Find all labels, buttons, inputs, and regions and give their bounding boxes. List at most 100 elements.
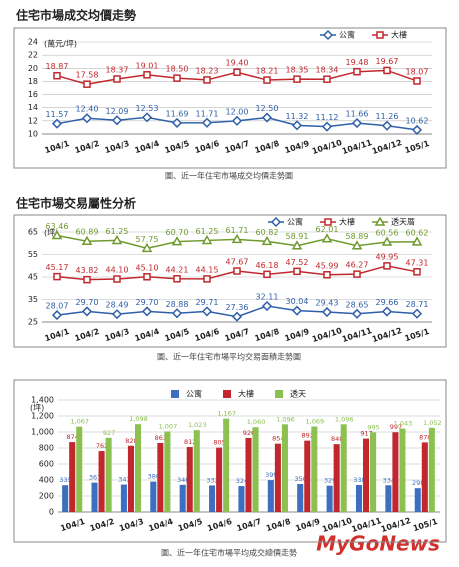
marker (111, 309, 123, 320)
marker (233, 267, 241, 275)
data-label: 997 (390, 423, 402, 431)
data-label: 12.50 (256, 104, 279, 113)
legend-swatch (171, 390, 179, 398)
x-tick-label: 104/10 (311, 326, 343, 344)
bar (150, 481, 157, 512)
data-label: 46.27 (346, 261, 369, 270)
x-tick-label: 105/1 (404, 139, 431, 155)
data-label: 828 (125, 437, 137, 445)
x-tick-label: 104/8 (265, 517, 292, 533)
marker (231, 115, 243, 126)
bar (385, 485, 392, 512)
x-tick-label: 104/1 (44, 327, 71, 343)
data-label: 329 (324, 477, 336, 485)
bar (304, 440, 311, 512)
data-label: 11.66 (346, 110, 369, 119)
bar (186, 447, 193, 512)
y-unit: (坪) (30, 404, 44, 413)
legend-marker (324, 218, 332, 226)
data-label: 47.67 (226, 257, 249, 266)
marker (173, 74, 181, 82)
data-label: 863 (155, 434, 167, 442)
y-tick-label: 16 (28, 90, 38, 99)
marker (413, 77, 421, 85)
legend-marker (376, 31, 384, 39)
data-label: 892 (302, 432, 314, 440)
data-label: 1,043 (394, 420, 413, 428)
marker (381, 306, 393, 317)
marker (261, 300, 273, 312)
legend-marker (270, 216, 282, 228)
x-tick-label: 104/8 (254, 327, 281, 343)
data-label: 45.10 (136, 263, 159, 272)
data-label: 62.01 (316, 225, 339, 234)
marker (323, 75, 331, 83)
bar (267, 480, 274, 512)
bar (333, 444, 340, 512)
x-tick-label: 104/3 (118, 517, 145, 533)
data-label: 1,060 (247, 418, 266, 426)
bar (238, 486, 245, 512)
y-tick-label: 45 (28, 273, 38, 282)
bar (414, 488, 421, 512)
data-label: 60.56 (376, 228, 399, 237)
data-label: 1,167 (217, 410, 236, 418)
data-label: 29.71 (196, 298, 219, 307)
bar (120, 484, 127, 512)
marker (83, 275, 91, 284)
y-tick-label: 1,000 (31, 428, 54, 437)
data-label: 1,052 (423, 419, 442, 427)
legend-label: 公寓 (287, 217, 303, 227)
data-label: 18.87 (46, 62, 69, 71)
marker (263, 76, 271, 84)
data-label: 57.75 (136, 235, 159, 244)
marker (141, 306, 153, 317)
marker (173, 275, 181, 283)
data-label: 60.89 (76, 228, 99, 237)
data-label: 28.49 (106, 301, 129, 310)
data-label: 18.37 (106, 65, 129, 74)
data-label: 11.12 (316, 113, 339, 122)
legend-swatch (223, 390, 231, 398)
data-label: 17.58 (76, 71, 99, 80)
data-label: 917 (360, 430, 372, 438)
data-label: 60.82 (256, 228, 279, 237)
x-tick-label: 104/9 (284, 327, 311, 343)
marker (111, 115, 123, 126)
x-tick-label: 104/1 (44, 139, 71, 155)
marker (293, 75, 301, 83)
data-label: 1,096 (335, 415, 354, 423)
y-tick-label: 25 (28, 318, 38, 327)
legend-label: 公寓 (339, 30, 355, 40)
bar (98, 451, 105, 512)
marker (143, 71, 151, 79)
marker (353, 67, 361, 76)
data-label: 29.66 (376, 298, 399, 307)
marker (381, 236, 393, 246)
y-unit: (萬元/坪) (44, 39, 77, 49)
data-label: 335 (59, 476, 71, 484)
bar (157, 442, 164, 512)
data-label: 854 (272, 435, 284, 443)
marker (53, 272, 61, 281)
marker (171, 117, 183, 128)
x-tick-label: 104/2 (74, 139, 101, 155)
marker (81, 113, 93, 124)
marker (381, 120, 393, 131)
heading: 住宅市場交易屬性分析 (16, 196, 136, 211)
x-tick-label: 104/8 (254, 139, 281, 155)
y-tick-label: 600 (39, 460, 54, 469)
caption: 圖、近一年住宅市場平均成交總價走勢 (161, 548, 297, 558)
watermark: MyGoNews (316, 532, 440, 556)
data-label: 12.53 (136, 104, 159, 113)
data-label: 60.70 (166, 228, 189, 237)
x-tick-label: 105/1 (404, 327, 431, 343)
data-label: 19.01 (136, 61, 159, 70)
heading: 住宅市場成交均價走勢 (16, 8, 136, 23)
marker (383, 262, 391, 270)
marker (351, 240, 363, 250)
x-tick-label: 104/6 (194, 139, 221, 155)
marker (81, 235, 93, 245)
data-label: 29.70 (136, 298, 159, 307)
bar (223, 418, 230, 512)
